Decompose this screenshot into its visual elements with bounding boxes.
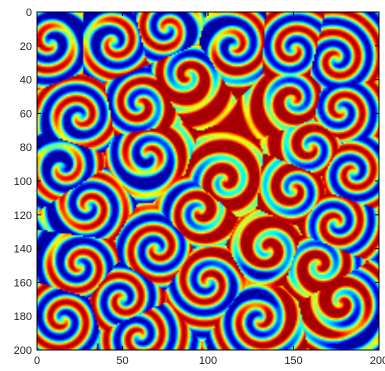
y-tick-label: 80 — [20, 142, 32, 154]
y-tick-label: 200 — [14, 345, 32, 357]
x-tick-label: 50 — [116, 355, 128, 367]
y-tick-label: 20 — [20, 41, 32, 53]
heatmap-image — [37, 12, 379, 350]
y-tick-label: 140 — [14, 244, 32, 256]
heatmap-area — [36, 11, 380, 351]
x-tick-label: 200 — [370, 355, 385, 367]
y-tick-label: 100 — [14, 176, 32, 188]
y-tick-label: 120 — [14, 210, 32, 222]
x-axis: 0 50 100 150 200 — [34, 12, 385, 367]
x-tick-label: 0 — [34, 355, 40, 367]
y-tick-label: 0 — [26, 7, 32, 19]
y-tick-label: 160 — [14, 277, 32, 289]
x-tick-label: 100 — [199, 355, 217, 367]
y-tick-label: 180 — [14, 311, 32, 323]
y-axis: 0 20 40 60 80 100 120 140 160 180 200 — [14, 7, 379, 357]
y-tick-label: 40 — [20, 75, 32, 87]
y-tick-label: 60 — [20, 108, 32, 120]
x-tick-label: 150 — [284, 355, 302, 367]
